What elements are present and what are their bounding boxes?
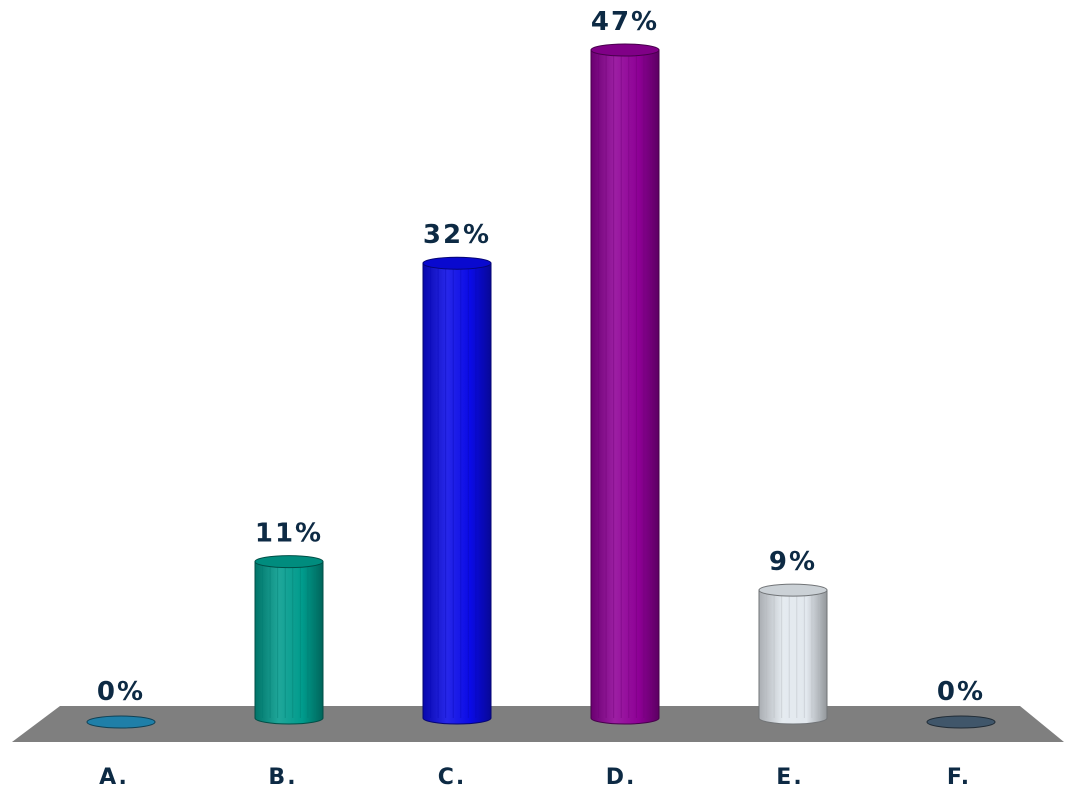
bar-top-cap: [758, 583, 828, 597]
bar-5: [758, 583, 828, 725]
category-labels-group: A. B. C. D. E. F.: [99, 765, 971, 790]
bars-group: [86, 43, 996, 729]
bar-3: [422, 256, 492, 725]
category-label: B.: [268, 765, 297, 788]
bar-body: [254, 561, 324, 725]
category-label: E.: [776, 765, 803, 788]
bar-4: [590, 43, 660, 725]
value-label: 32%: [423, 220, 491, 250]
value-label: 9%: [769, 547, 817, 577]
bar-body: [422, 262, 492, 725]
bar-zero-disc: [86, 715, 156, 729]
bar-6: [926, 715, 996, 729]
bar-top-cap: [590, 43, 660, 57]
value-label: 0%: [97, 677, 145, 707]
value-label: 0%: [937, 677, 985, 707]
bar-top-cap: [254, 555, 324, 569]
category-label: F.: [947, 765, 971, 788]
value-label: 11%: [255, 519, 323, 549]
category-label: C.: [438, 765, 467, 788]
bar-zero-disc: [926, 715, 996, 729]
bar-2: [254, 555, 324, 725]
category-label: A.: [99, 765, 129, 788]
chart-floor: [12, 706, 1064, 742]
bar-body: [590, 49, 660, 725]
bar-top-cap: [422, 256, 492, 270]
bar-body: [758, 589, 828, 725]
category-label: D.: [606, 765, 637, 788]
value-label: 47%: [591, 7, 659, 37]
bar-1: [86, 715, 156, 729]
value-labels-group: 0% 11% 32% 47% 9% 0%: [97, 7, 985, 707]
